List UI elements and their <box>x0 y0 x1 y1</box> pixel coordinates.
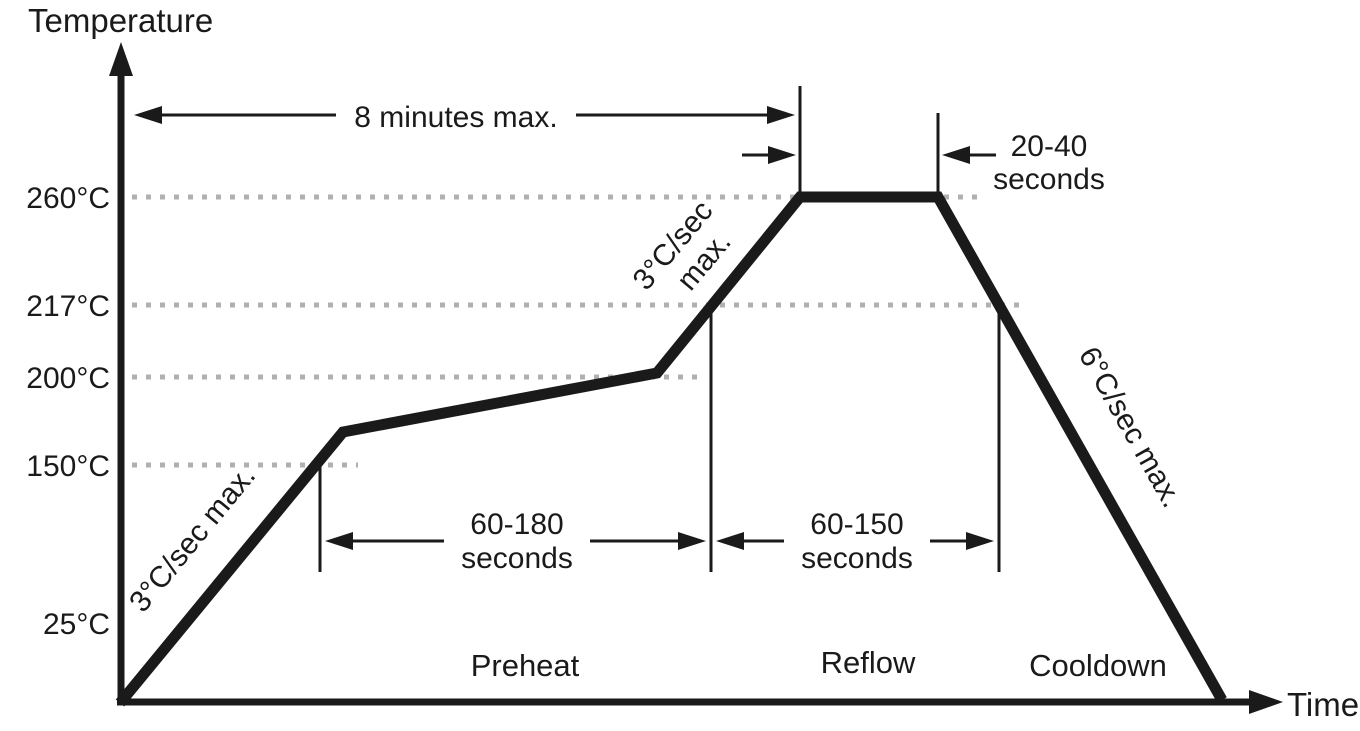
preheat-duration-label-mask <box>444 506 590 576</box>
preheat-duration-arrowhead-right <box>678 532 706 550</box>
tick-label-150: 150°C <box>26 450 110 483</box>
cooldown-rate-label: 6°C/sec max. <box>1072 341 1189 513</box>
x-axis-arrowhead <box>1249 690 1283 714</box>
tick-label-260: 260°C <box>26 182 110 215</box>
tick-label-200: 200°C <box>26 362 110 395</box>
phase-label-reflow: Reflow <box>821 645 916 680</box>
y-axis-arrowhead <box>109 42 133 76</box>
total-time-arrowhead-left <box>134 106 162 124</box>
tick-label-217: 217°C <box>26 290 110 323</box>
x-axis-title: Time <box>1287 686 1359 723</box>
reflow-duration-label-mask <box>784 506 930 576</box>
preheat-duration-arrowhead-left <box>325 532 353 550</box>
reflow-duration-label-line2: seconds <box>801 542 913 575</box>
peak-duration-arrowhead-left <box>768 146 796 164</box>
ramp-up-rate-label: 3°C/sec max. <box>123 460 262 619</box>
phase-label-preheat: Preheat <box>471 648 580 683</box>
total-time-label: 8 minutes max. <box>354 101 557 134</box>
total-time-arrowhead-right <box>767 106 795 124</box>
preheat-duration-label-line2: seconds <box>461 542 573 575</box>
peak-duration-label-line2: seconds <box>993 163 1105 196</box>
peak-duration-label-line1: 20-40 <box>1011 130 1088 163</box>
reflow-duration-arrowhead-right <box>966 532 994 550</box>
ramp-to-peak-rate-label-group: 3°C/sec max. <box>627 194 738 296</box>
peak-duration-arrowhead-right <box>942 146 970 164</box>
y-axis-title: Temperature <box>28 2 213 39</box>
preheat-duration-label-line1: 60-180 <box>470 508 563 541</box>
total-time-label-mask <box>336 97 576 135</box>
tick-label-25: 25°C <box>43 608 110 641</box>
reflow-duration-label-line1: 60-150 <box>810 508 903 541</box>
profile-line <box>115 191 1227 707</box>
phase-label-cooldown: Cooldown <box>1029 648 1167 683</box>
reflow-duration-arrowhead-left <box>716 532 744 550</box>
